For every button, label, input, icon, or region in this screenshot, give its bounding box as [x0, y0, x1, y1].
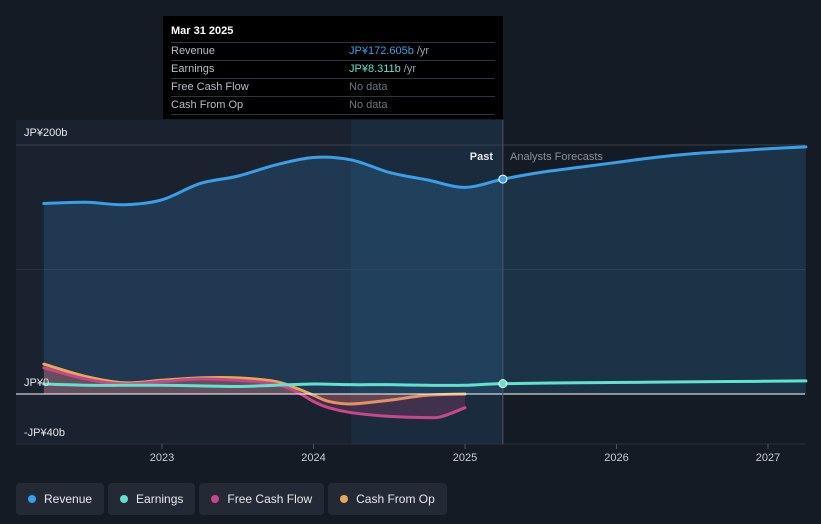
- tooltip-value: JP¥8.311b: [349, 63, 401, 75]
- tooltip-label: Cash From Op: [171, 99, 244, 111]
- tooltip-row-revenue: Revenue JP¥172.605b /yr: [171, 42, 495, 60]
- legend-dot-icon: [340, 495, 349, 503]
- tooltip-value: No data: [349, 81, 388, 93]
- legend-item-earnings[interactable]: Earnings: [108, 483, 196, 515]
- series-layer: [42, 145, 808, 420]
- legend-label: Earnings: [136, 492, 184, 506]
- highlight-band: [351, 120, 503, 444]
- marker-layer: [498, 174, 508, 389]
- legend-label: Revenue: [44, 492, 93, 506]
- x-tick-label-2026: 2026: [604, 452, 628, 464]
- x-axis: 2023 2024 2025 2026 2027: [150, 444, 780, 464]
- tooltip-value: No data: [349, 99, 388, 111]
- free-cash-flow-area: [43, 367, 465, 418]
- revenue-marker: [498, 174, 508, 184]
- legend-item-cash-from-op[interactable]: Cash From Op: [328, 483, 447, 515]
- tooltip-label: Earnings: [171, 63, 215, 75]
- legend: Revenue Earnings Free Cash Flow Cash Fro…: [16, 483, 447, 515]
- forecast-label: Analysts Forecasts: [510, 151, 603, 163]
- x-tick-label-2024: 2024: [301, 452, 325, 464]
- earnings-marker: [498, 379, 508, 389]
- legend-label: Cash From Op: [356, 492, 435, 506]
- past-label: Past: [470, 151, 494, 163]
- x-tick-label-2025: 2025: [453, 452, 477, 464]
- y-label-minus40b: -JP¥40b: [24, 427, 65, 439]
- y-label-200b: JP¥200b: [24, 127, 67, 139]
- y-label-zero: JP¥0: [24, 377, 49, 389]
- tooltip-row-fcf: Free Cash Flow No data: [171, 78, 495, 96]
- revenue-line: [42, 145, 808, 207]
- tooltip-unit: /yr: [416, 45, 430, 57]
- legend-label: Free Cash Flow: [227, 492, 313, 506]
- tooltip-label: Free Cash Flow: [171, 81, 249, 93]
- legend-dot-icon: [120, 495, 129, 503]
- tooltip-label: Revenue: [171, 45, 216, 57]
- legend-dot-icon: [28, 495, 36, 503]
- x-tick-label-2023: 2023: [150, 452, 174, 464]
- tooltip-row-earnings: Earnings JP¥8.311b /yr: [171, 60, 495, 78]
- earnings-line: [42, 379, 808, 389]
- tooltip-row-cfo: Cash From Op No data: [171, 96, 495, 115]
- legend-item-revenue[interactable]: Revenue: [16, 483, 105, 515]
- tooltip-date: Mar 31 2025: [171, 25, 234, 37]
- tooltip: Mar 31 2025 Revenue JP¥172.605b /yr Earn…: [163, 16, 503, 119]
- legend-item-free-cash-flow[interactable]: Free Cash Flow: [199, 483, 325, 515]
- revenue-area: [43, 146, 806, 394]
- legend-dot-icon: [211, 495, 220, 503]
- tooltip-value: JP¥172.605b: [349, 45, 414, 57]
- x-tick-label-2027: 2027: [756, 452, 780, 464]
- tooltip-unit: /yr: [403, 63, 417, 75]
